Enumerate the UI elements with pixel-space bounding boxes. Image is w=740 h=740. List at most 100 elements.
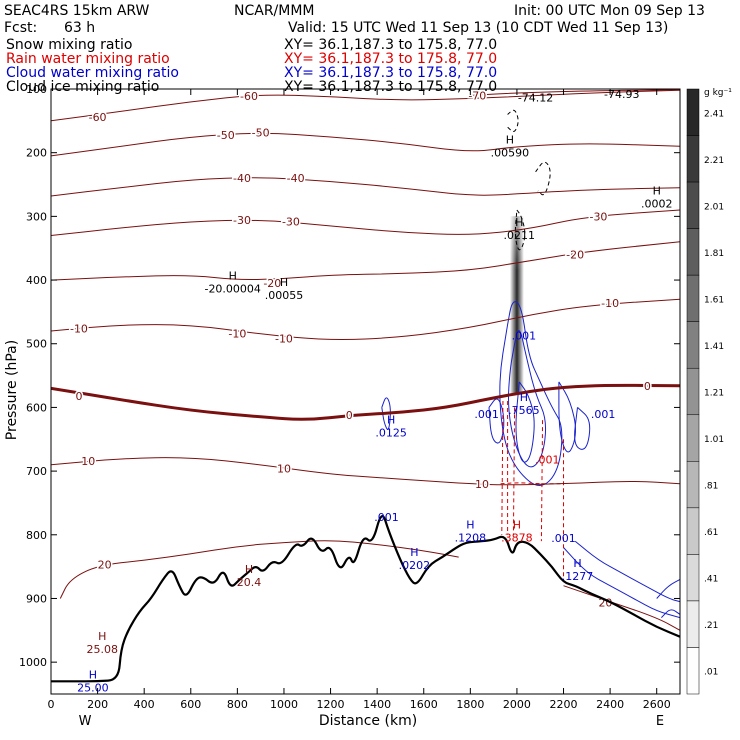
cloud-ice-contour <box>514 209 526 251</box>
colorbar-label: 2.21 <box>704 156 724 166</box>
cloud-water-contour <box>499 301 563 486</box>
y-tick-label: 600 <box>26 401 47 414</box>
colorbar-swatch <box>686 507 700 555</box>
extremum-value: .001 <box>474 408 499 421</box>
extremum-marker: H <box>520 391 528 404</box>
contour-label: -10 <box>228 328 246 341</box>
colorbar-label: 1.61 <box>704 295 724 305</box>
init-time: Init: 00 UTC Mon 09 Sep 13 <box>514 3 705 19</box>
field-rain-name: Rain water mixing ratio <box>6 51 170 67</box>
colorbar-label: 1.01 <box>704 435 724 445</box>
cloud-ice-contour <box>535 161 551 196</box>
field-snow-name: Snow mixing ratio <box>6 37 133 53</box>
contour-label: -10 <box>275 333 293 346</box>
extremum-marker: H <box>515 216 523 229</box>
x-tick-label: 400 <box>134 698 155 711</box>
extremum-marker: H <box>573 557 581 570</box>
contour-label: 0 <box>75 390 82 403</box>
extremum-value: .0125 <box>375 427 407 440</box>
contour-label: -50 <box>217 129 235 142</box>
colorbar-swatch <box>686 647 700 695</box>
cloud-water-contour <box>558 381 576 453</box>
rain-water-contour <box>540 420 544 542</box>
extremum-value: -20.00004 <box>204 283 260 296</box>
temperature-contour <box>51 298 680 341</box>
y-tick-label: 500 <box>26 338 47 351</box>
colorbar-label: .41 <box>704 575 718 585</box>
colorbar-label: 1.41 <box>704 342 724 352</box>
temperature-contour <box>51 132 680 157</box>
contour-label: 10 <box>277 463 291 476</box>
rain-water-contour <box>501 401 504 535</box>
temperature-contour <box>470 89 680 96</box>
y-tick-label: 200 <box>26 147 47 160</box>
extremum-marker: H <box>466 519 474 532</box>
contour-label: -30 <box>233 214 251 227</box>
temperature-contour <box>59 540 459 599</box>
field-cloudwater-name: Cloud water mixing ratio <box>6 65 179 81</box>
extremum-marker: H <box>280 276 288 289</box>
x-tick-label: 1400 <box>363 698 391 711</box>
extremum-value: .0211 <box>504 229 536 242</box>
extremum-value: .0002 <box>641 197 673 210</box>
field-cloudice-xy: XY= 36.1,187.3 to 175.8, 77.0 <box>284 79 498 95</box>
colorbar-swatch <box>686 461 700 509</box>
contour-label: 20 <box>98 559 112 572</box>
extremum-marker: H <box>229 270 237 283</box>
contour-label: 0 <box>346 409 353 422</box>
colorbar-swatch <box>686 414 700 462</box>
field-snow-xy: XY= 36.1,187.3 to 175.8, 77.0 <box>284 37 498 53</box>
y-tick-label: 100 <box>26 83 47 96</box>
contour-label: 0 <box>644 380 651 393</box>
x-axis-label: Distance (km) <box>319 713 417 729</box>
contour-label: -40 <box>287 172 305 185</box>
temperature-contour <box>51 89 680 122</box>
extremum-value: .001 <box>512 329 537 342</box>
contour-label: -10 <box>70 322 88 335</box>
x-tick-label: 2000 <box>503 698 531 711</box>
x-end-left-label: W <box>79 714 92 729</box>
org-label: NCAR/MMM <box>234 3 315 19</box>
y-tick-label: 1000 <box>19 656 47 669</box>
contour-label: -60 <box>89 111 107 124</box>
model-title: SEAC4RS 15km ARW <box>4 3 150 19</box>
extremum-marker: H <box>513 519 521 532</box>
cloud-water-contour <box>488 398 505 444</box>
extremum-value: 20.4 <box>237 576 262 589</box>
valid-time: Valid: 15 UTC Wed 11 Sep 13 (10 CDT Wed … <box>288 20 669 36</box>
y-tick-label: 700 <box>26 465 47 478</box>
colorbar-swatch <box>686 321 700 369</box>
y-tick-label: 900 <box>26 592 47 605</box>
colorbar-label: 2.41 <box>704 109 724 119</box>
colorbar-label: .81 <box>704 482 718 492</box>
x-tick-label: 2200 <box>550 698 578 711</box>
temperature-contour <box>51 241 680 281</box>
extremum-marker: H <box>98 630 106 643</box>
x-tick-label: 2400 <box>596 698 624 711</box>
colorbar-label: 1.81 <box>704 249 724 259</box>
cloud-ice-contour <box>507 109 519 132</box>
extremum-value: .00590 <box>491 146 530 159</box>
extremum-marker: H <box>506 133 514 146</box>
extremum-value: .7565 <box>508 404 540 417</box>
x-tick-label: 800 <box>227 698 248 711</box>
cloud-water-contour <box>563 547 680 619</box>
plot-frame <box>50 88 681 695</box>
x-tick-label: 600 <box>180 698 201 711</box>
extremum-value: .001 <box>551 532 576 545</box>
extremum-value: .001 <box>591 408 616 421</box>
fcst-value: 63 h <box>64 20 96 36</box>
field-cloudice-name: Cloud ice mixing ratio <box>6 79 160 95</box>
terrain-line <box>51 515 680 683</box>
x-tick-label: 200 <box>87 698 108 711</box>
x-tick-label: 1600 <box>410 698 438 711</box>
contour-label: -30 <box>282 215 300 228</box>
colorbar-label: .61 <box>704 528 718 538</box>
colorbar-label: .01 <box>704 668 718 678</box>
cloud-water-contour <box>656 578 680 599</box>
extremum-marker: H <box>410 546 418 559</box>
contour-label: -50 <box>252 126 270 139</box>
field-rain-xy: XY= 36.1,187.3 to 175.8, 77.0 <box>284 51 498 67</box>
contour-label: -70 <box>468 89 486 102</box>
